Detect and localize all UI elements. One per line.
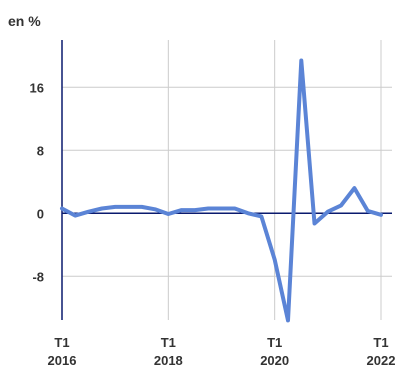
x-tick-labels: T1 2016 T1 2018 T1 2020 T1 2022 (48, 335, 396, 368)
x-tick-period: T1 (161, 335, 176, 350)
x-tick-year: 2020 (260, 353, 289, 368)
axes (61, 40, 392, 320)
y-tick-label: 8 (37, 143, 44, 158)
x-tick-period: T1 (373, 335, 388, 350)
y-axis-label: en % (8, 13, 41, 29)
x-tick-year: 2018 (154, 353, 183, 368)
y-tick-label: -8 (32, 269, 44, 284)
x-tick-year: 2016 (48, 353, 77, 368)
x-tick-period: T1 (267, 335, 282, 350)
grid (62, 40, 392, 320)
x-tick-period: T1 (54, 335, 69, 350)
y-tick-label: 0 (37, 206, 44, 221)
series-line (60, 58, 383, 323)
series (60, 58, 383, 323)
y-tick-label: 16 (30, 80, 44, 95)
x-tick-year: 2022 (367, 353, 396, 368)
y-tick-labels: 16 8 0 -8 (30, 80, 44, 284)
